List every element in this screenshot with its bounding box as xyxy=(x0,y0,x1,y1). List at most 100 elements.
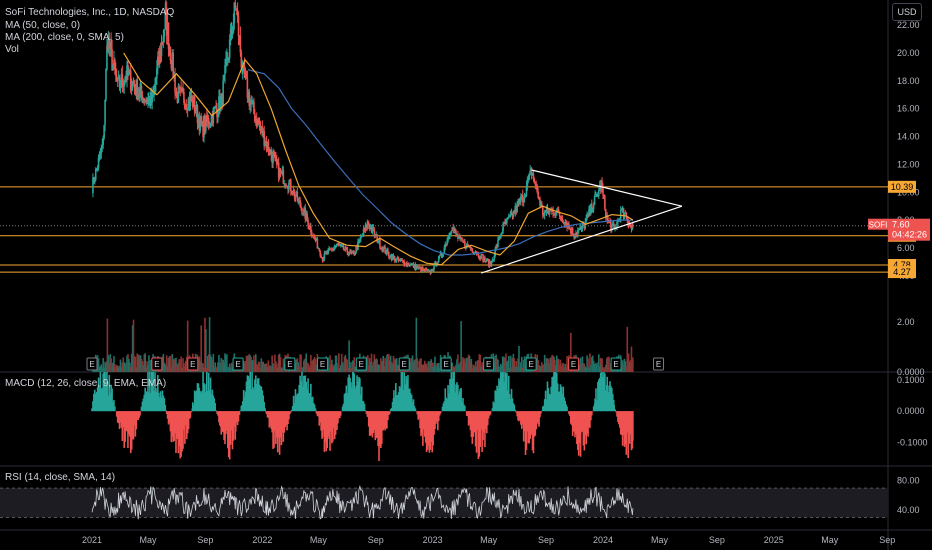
symbol-legend[interactable]: SoFi Technologies, Inc., 1D, NASDAQ xyxy=(5,7,175,18)
macd-histogram-bar xyxy=(524,411,527,455)
volume-bar xyxy=(439,354,442,372)
macd-histogram-bar xyxy=(350,382,352,412)
volume-bar xyxy=(423,360,426,372)
macd-histogram-bar xyxy=(576,411,578,445)
currency-button[interactable]: USD xyxy=(892,3,922,21)
volume-bar xyxy=(542,364,544,372)
candle-body xyxy=(186,107,189,110)
volume-bar xyxy=(307,363,309,372)
candle-body xyxy=(472,252,475,254)
macd-histogram-bar xyxy=(374,411,377,441)
macd-histogram-bar xyxy=(311,397,313,412)
candle-body xyxy=(276,162,279,165)
macd-histogram-bar xyxy=(597,382,599,412)
macd-histogram-bar xyxy=(544,390,547,412)
macd-histogram-bar xyxy=(145,391,147,412)
time-tick-label: May xyxy=(821,535,839,545)
macd-histogram-bar xyxy=(484,411,486,448)
macd-histogram-bar xyxy=(344,392,347,412)
volume-bar xyxy=(270,366,272,372)
volume-bar xyxy=(166,366,169,372)
volume-bar xyxy=(559,359,562,372)
macd-histogram-bar xyxy=(296,393,299,412)
macd-histogram-bar xyxy=(489,411,492,415)
macd-histogram-bar xyxy=(322,411,325,430)
candle-body xyxy=(486,258,488,262)
candle-body xyxy=(281,170,284,172)
macd-histogram-bar xyxy=(480,411,482,430)
macd-histogram-bar xyxy=(251,372,253,412)
macd-histogram-bar xyxy=(315,411,318,414)
macd-histogram-bar xyxy=(413,406,416,412)
candle-body xyxy=(391,255,394,261)
macd-histogram-bar xyxy=(421,411,423,434)
volume-bar xyxy=(121,362,124,372)
volume-bar xyxy=(177,362,180,372)
macd-histogram-bar xyxy=(305,381,307,412)
volume-bar xyxy=(137,354,139,372)
volume-bar xyxy=(96,355,99,372)
volume-bar xyxy=(467,354,470,372)
ma200-legend[interactable]: MA (200, close, 0, SMA, 5) xyxy=(5,32,124,43)
earnings-marker-label: E xyxy=(444,360,449,369)
volume-bar xyxy=(280,367,283,372)
candle-body xyxy=(438,255,441,257)
macd-histogram-bar xyxy=(206,390,209,412)
macd-histogram-bar xyxy=(197,383,200,412)
macd-histogram-bar xyxy=(468,411,471,425)
volume-bar xyxy=(374,359,377,372)
macd-histogram-bar xyxy=(504,372,506,412)
volume-legend[interactable]: Vol xyxy=(5,44,19,55)
candle-body xyxy=(542,215,545,217)
candle-body xyxy=(322,258,325,261)
macd-histogram-bar xyxy=(404,384,406,412)
macd-histogram-bar xyxy=(506,372,508,412)
macd-histogram-bar xyxy=(245,381,248,412)
candle-body xyxy=(542,206,544,216)
candle-body xyxy=(302,213,304,215)
volume-bar xyxy=(336,362,338,372)
macd-histogram-bar xyxy=(455,384,457,412)
candle-body xyxy=(364,224,367,230)
volume-bar xyxy=(183,363,185,372)
macd-histogram-bar xyxy=(123,411,125,448)
ma50-legend[interactable]: MA (50, close, 0) xyxy=(5,20,81,31)
macd-histogram-bar xyxy=(367,411,370,427)
candle-body xyxy=(157,56,160,64)
rsi-legend[interactable]: RSI (14, close, SMA, 14) xyxy=(5,472,116,483)
volume-bar xyxy=(579,357,582,372)
candle-body xyxy=(323,253,326,259)
candle-body xyxy=(339,244,342,246)
volume-bar xyxy=(586,355,588,372)
macd-histogram-bar xyxy=(485,411,487,429)
volume-bar xyxy=(244,360,247,372)
volume-bar xyxy=(451,362,454,372)
candle-body xyxy=(158,50,161,64)
macd-histogram-bar xyxy=(137,411,139,420)
candle-body xyxy=(371,227,374,232)
volume-bar xyxy=(479,354,482,372)
candle-body xyxy=(361,234,364,237)
volume-bar xyxy=(382,355,384,372)
macd-histogram-bar xyxy=(192,402,194,412)
volume-bar xyxy=(243,362,246,372)
volume-bar xyxy=(377,364,379,372)
macd-histogram-bar xyxy=(121,411,124,441)
volume-bar xyxy=(480,366,482,372)
macd-legend[interactable]: MACD (12, 26, close, 9, EMA, EMA) xyxy=(5,378,167,389)
macd-histogram-bar xyxy=(179,411,181,459)
time-tick-label: Sep xyxy=(368,535,384,545)
time-tick-label: Sep xyxy=(538,535,554,545)
volume-bar xyxy=(230,362,233,372)
candle-body xyxy=(213,107,216,109)
macd-histogram-bar xyxy=(172,411,174,442)
candle-body xyxy=(379,238,381,248)
volume-bar xyxy=(385,360,387,372)
candle-body xyxy=(377,242,379,244)
candle-body xyxy=(437,256,440,263)
candle-body xyxy=(600,181,602,191)
candle-body xyxy=(121,73,124,84)
macd-histogram-bar xyxy=(529,411,531,439)
candle-body xyxy=(128,72,130,76)
